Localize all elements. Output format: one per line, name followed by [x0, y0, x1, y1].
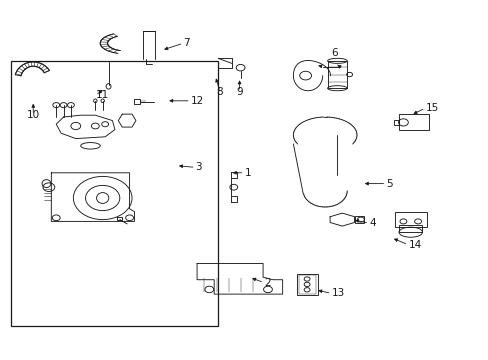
- Bar: [398, 225, 422, 232]
- Text: 15: 15: [425, 103, 438, 113]
- Text: 13: 13: [331, 288, 344, 298]
- Bar: [299, 275, 315, 294]
- Bar: [393, 120, 398, 125]
- Text: 10: 10: [27, 110, 40, 120]
- Bar: [134, 99, 140, 104]
- Text: 5: 5: [386, 179, 392, 189]
- Text: 2: 2: [264, 278, 270, 288]
- Text: 6: 6: [331, 48, 338, 58]
- Bar: [394, 212, 426, 227]
- Bar: [11, 61, 217, 326]
- Text: 14: 14: [407, 240, 421, 250]
- Text: 8: 8: [216, 87, 223, 97]
- Text: 4: 4: [368, 218, 375, 228]
- Text: 1: 1: [244, 168, 251, 178]
- Bar: [297, 274, 317, 295]
- Text: 3: 3: [195, 162, 202, 172]
- Bar: [354, 216, 364, 223]
- Bar: [398, 114, 428, 130]
- Text: 7: 7: [183, 38, 190, 48]
- Text: 12: 12: [190, 96, 203, 106]
- Text: 9: 9: [236, 87, 243, 97]
- Bar: [327, 61, 346, 88]
- Text: 11: 11: [95, 90, 108, 100]
